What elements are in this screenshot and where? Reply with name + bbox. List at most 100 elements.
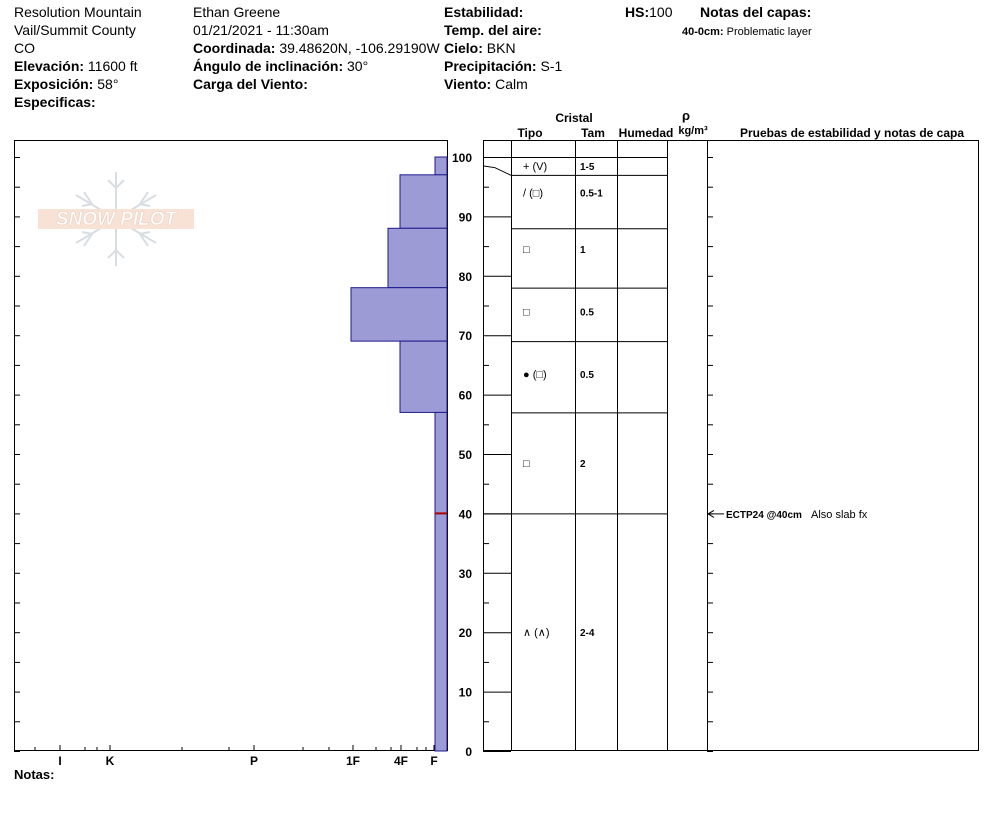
stability-field: Estabilidad: [444,3,523,21]
region-name: Vail/Summit County [14,22,136,38]
layer-crystal-1: / (□) [523,188,543,200]
hardness-frame [14,140,448,751]
wind-load-label: Carga del Viento: [193,76,308,92]
layer-size-2: 1 [580,245,586,256]
wind-label: Viento: [444,76,492,92]
observation-datetime: 01/21/2021 - 11:30am [193,22,329,38]
sky-field: Cielo: BKN [444,39,516,57]
hardness-label-F: F [430,754,437,768]
stability-label: Estabilidad: [444,4,524,20]
depth-label-80: 80 [459,270,473,284]
elevation-label: Elevación: [14,58,85,74]
layer-crystal-0: + (V) [523,161,547,173]
hs-value: 100 [649,4,673,20]
hardness-bar-3 [350,287,448,342]
left-depth-ticks [14,157,20,752]
hardness-bar-0 [434,156,448,176]
notes-label: Notas: [14,767,54,782]
coordinate-value: 39.48620N, -106.29190W [279,40,440,56]
density-symbol: ρ [682,108,690,123]
sky-value: BKN [486,40,516,56]
precip-label: Precipitación: [444,58,537,74]
hs-field: HS:100 [625,3,672,21]
aspect-label: Exposición: [14,76,94,92]
snowpilot-watermark: SNOW PILOT [38,172,194,266]
hardness-bar-4 [399,340,448,413]
layer-crystal-3: □ [523,306,530,318]
type-header: Tipo [517,126,542,140]
observer-name: Ethan Greene [193,4,281,20]
layer-size-3: 0.5 [580,307,594,318]
test-note-0: Also slab fx [811,509,868,521]
crystal-header: Cristal [555,111,592,125]
depth-label-0: 0 [465,745,472,759]
layer-boundaries [482,157,667,515]
tests-header: Pruebas de estabilidad y notas de capa [740,126,964,140]
slope-label: Ángulo de inclinación: [193,58,344,74]
watermark-band [38,209,194,229]
hardness-bar-basal [434,512,448,752]
layer-note-depth: 40-0cm: [682,26,724,38]
layer-crystal-5: □ [523,458,530,470]
hardness-label-1F: 1F [346,754,360,768]
layer-size-4: 0.5 [580,370,594,381]
layer-crystal-2: □ [523,244,530,256]
wind-value: Calm [495,76,528,92]
layer-crystal-6: ∧ (∧) [523,627,550,639]
air-temp-label: Temp. del aire: [444,22,542,38]
depth-label-10: 10 [459,686,473,700]
specifics-label: Especificas: [14,94,96,110]
hardness-bar-5 [434,411,448,514]
hardness-bar-2 [387,227,448,289]
depth-label-20: 20 [459,626,473,640]
depth-label-70: 70 [459,329,473,343]
layer-size-0: 1-5 [580,162,595,173]
hardness-label-4F: 4F [394,754,408,768]
depth-label-60: 60 [459,389,473,403]
hardness-bars [350,156,448,752]
depth-label-90: 90 [459,210,473,224]
layer-size-5: 2 [580,459,586,470]
hardness-label-P: P [250,754,258,768]
state-name: CO [14,40,35,56]
precip-field: Precipitación: S-1 [444,57,562,75]
elevation-value: 11600 ft [87,58,138,74]
depth-label-30: 30 [459,567,473,581]
layer-connector [482,165,512,176]
air-temp-field: Temp. del aire: [444,21,542,39]
test-label-0: ECTP24 @40cm [726,510,802,521]
layer-size-6: 2-4 [580,628,595,639]
depth-label-40: 40 [459,507,473,521]
depth-label-50: 50 [459,448,473,462]
elevation-field: Elevación: 11600 ft [14,57,137,75]
aspect-field: Exposición: 58° [14,75,118,93]
stability-tests: ECTP24 @40cm Also slab fx [707,509,868,521]
wind-load-field: Carga del Viento: [193,75,308,93]
specifics-field: Especificas: [14,93,96,111]
depth-axis: 0 10 20 30 40 50 60 70 80 90 100 [452,151,472,759]
slope-value: 30° [347,58,369,74]
hardness-scale: I K P 1F 4F F [34,745,438,768]
layer-note-text: Problematic layer [726,26,812,38]
location-name: Resolution Mountain [14,4,142,20]
arrow-left-icon [707,509,715,518]
hardness-label-I: I [58,754,61,768]
hardness-bar-1 [399,174,448,229]
precip-value: S-1 [540,58,563,74]
layer-size-1: 0.5-1 [580,189,603,200]
hardness-label-K: K [106,754,115,768]
layer-note: 40-0cm: Problematic layer [682,23,812,41]
snowflake-icon [75,172,157,266]
depth-axis-ticks [483,157,713,752]
moisture-header: Humedad [619,126,674,140]
sky-label: Cielo: [444,40,483,56]
density-unit: kg/m³ [678,125,708,137]
depth-label-100: 100 [452,151,472,165]
hs-label: HS: [625,4,650,20]
layer-crystal-4: ● (□) [523,369,547,381]
watermark-text: SNOW PILOT [56,209,178,230]
coordinate-label: Coordinada: [193,40,276,56]
layer-table-columns [511,140,708,751]
size-header: Tam [581,126,605,140]
